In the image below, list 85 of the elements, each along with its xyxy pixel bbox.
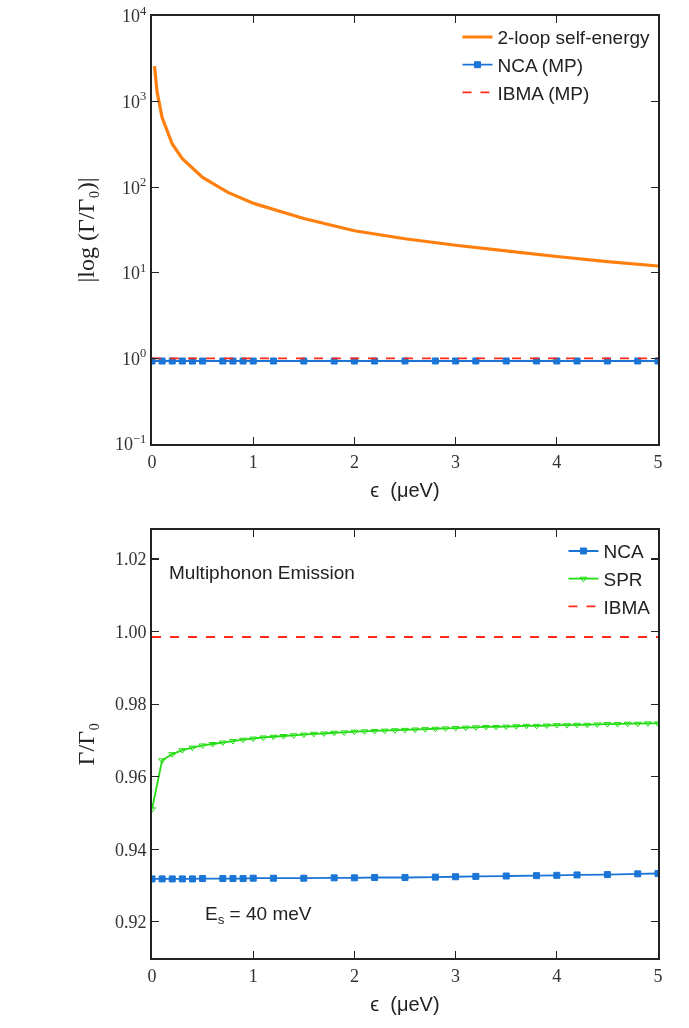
point — [401, 873, 409, 881]
point — [482, 724, 490, 731]
point — [199, 875, 207, 883]
point — [320, 731, 328, 737]
y-tick-label: 0.96 — [114, 766, 147, 787]
x-tick-label: 0 — [147, 451, 157, 472]
y-tick-label: 1.02 — [114, 549, 147, 570]
point — [249, 736, 258, 743]
legend-label: NCA (MP) — [497, 55, 583, 77]
point — [553, 871, 561, 879]
point — [229, 875, 237, 883]
point — [178, 875, 186, 883]
x-tick-label: 1 — [248, 965, 258, 986]
y-axis-title: Γ/Γ₀ — [72, 722, 99, 766]
x-tick-label: 2 — [349, 965, 359, 986]
point — [532, 723, 541, 730]
y-tick-label: 10$^{2}$ — [122, 174, 147, 198]
point — [371, 873, 379, 881]
point — [533, 872, 541, 880]
point — [269, 734, 278, 741]
x-axis-title: ϵ (μeV) — [370, 478, 440, 501]
point — [573, 871, 581, 879]
y-tick-label: 0.92 — [114, 912, 147, 933]
x-tick-label: 2 — [349, 451, 359, 472]
point — [370, 728, 379, 735]
y-tick-label: 0.98 — [114, 694, 147, 715]
point — [634, 870, 642, 878]
point — [309, 731, 318, 738]
y-tick-label: 10$^{3}$ — [122, 89, 147, 112]
point — [431, 726, 440, 733]
point — [461, 725, 470, 732]
point — [249, 874, 257, 882]
legend-label: IBMA (MP) — [497, 82, 590, 104]
point — [239, 875, 247, 883]
point — [188, 875, 196, 883]
point — [168, 875, 176, 883]
point — [330, 874, 338, 882]
point — [573, 722, 581, 729]
x-axis-title: ϵ (μeV) — [370, 992, 440, 1015]
point — [299, 732, 308, 739]
legend-label: 2-loop self-energy — [497, 27, 651, 49]
point — [583, 722, 592, 729]
x-tick-label: 3 — [451, 451, 461, 472]
point — [218, 740, 227, 747]
y-tick-label: 1.00 — [114, 621, 147, 642]
legend-label: NCA — [603, 541, 644, 563]
point — [350, 874, 358, 882]
point — [502, 872, 510, 880]
point — [269, 874, 277, 882]
point — [431, 873, 439, 881]
point — [401, 727, 409, 734]
point — [472, 872, 480, 880]
y-tick-label: 10$^{4}$ — [122, 3, 148, 27]
point — [452, 873, 460, 881]
y-tick-label: 10$^{0}$ — [122, 346, 147, 369]
point — [522, 723, 531, 730]
x-tick-label: 5 — [653, 965, 663, 986]
x-tick-label: 1 — [248, 451, 258, 472]
point — [623, 721, 632, 728]
annotation: Multiphonon Emission — [169, 562, 355, 583]
point — [219, 875, 227, 883]
y-tick-label: 10$^{1}$ — [122, 260, 147, 284]
point — [330, 730, 339, 737]
x-tick-label: 0 — [147, 965, 157, 986]
point — [633, 721, 642, 728]
legend-label: IBMA — [603, 596, 651, 618]
x-tick-label: 4 — [552, 965, 562, 986]
point — [603, 871, 611, 879]
point — [350, 729, 359, 736]
y-axis-title: |log (Γ/Γ₀)| — [72, 177, 99, 283]
x-tick-label: 3 — [451, 965, 461, 986]
annotation: E$_{s}$ = 40 meV — [205, 903, 312, 927]
y-tick-label: 0.94 — [114, 839, 147, 860]
x-tick-label: 4 — [552, 451, 562, 472]
point — [300, 874, 308, 882]
legend-label: SPR — [603, 569, 643, 591]
point — [229, 739, 237, 745]
point — [492, 724, 501, 731]
point — [188, 745, 197, 752]
point — [158, 875, 166, 883]
point — [239, 737, 248, 744]
point — [380, 728, 389, 735]
y-tick-label: 10$^{−1}$ — [114, 431, 147, 455]
point — [502, 724, 511, 731]
x-tick-label: 5 — [653, 451, 663, 472]
